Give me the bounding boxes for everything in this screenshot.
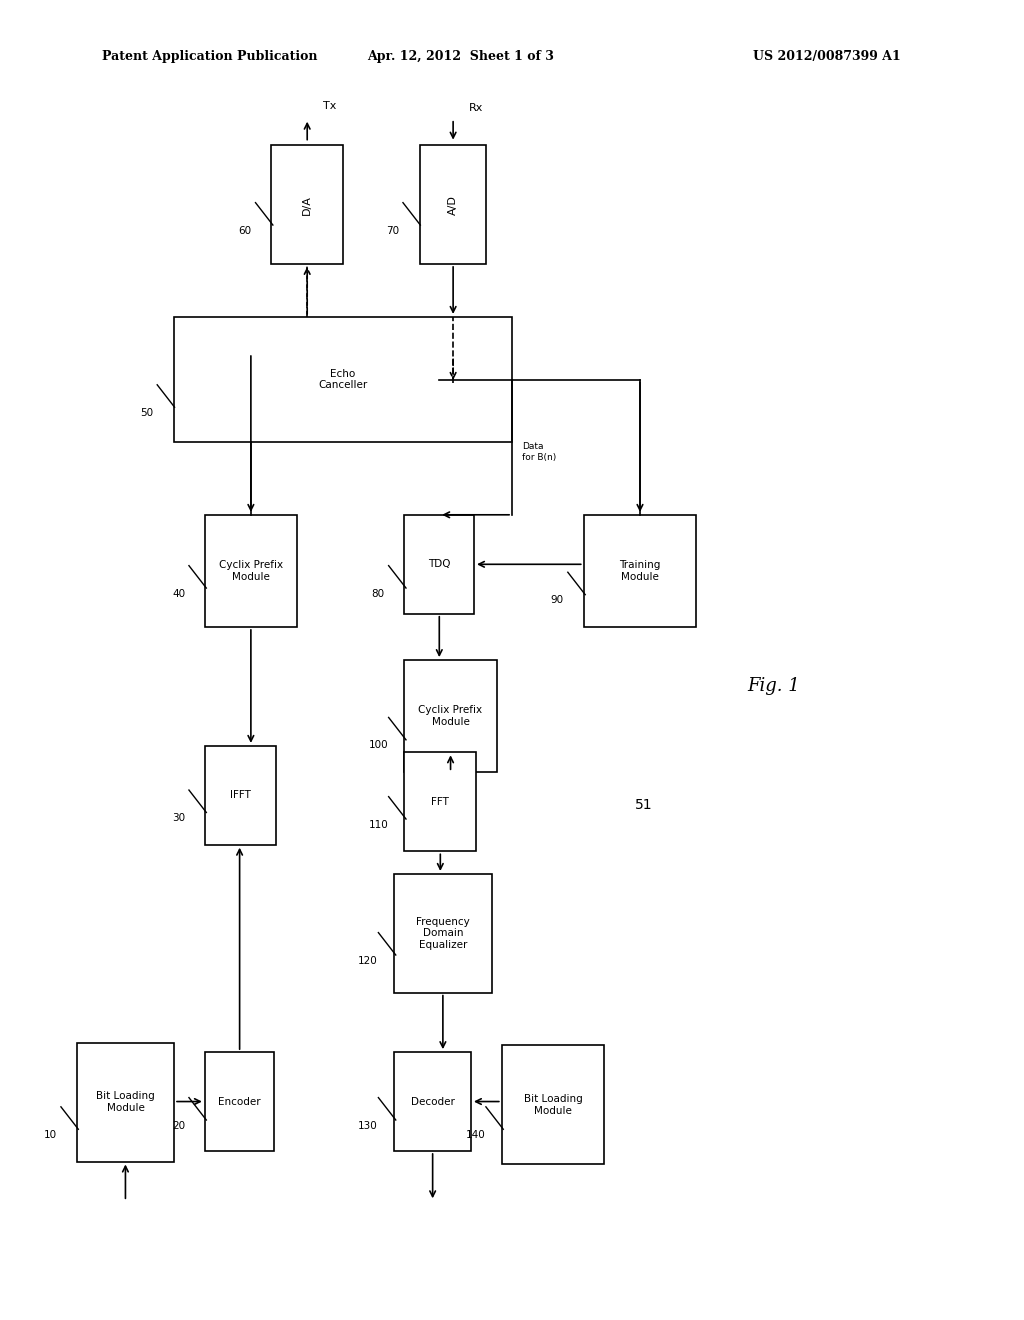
- FancyBboxPatch shape: [420, 145, 486, 264]
- Text: 51: 51: [635, 799, 652, 812]
- Text: 50: 50: [140, 408, 154, 418]
- Text: Training
Module: Training Module: [620, 560, 660, 582]
- Text: Encoder: Encoder: [218, 1097, 261, 1106]
- Text: 20: 20: [172, 1121, 185, 1131]
- FancyBboxPatch shape: [404, 515, 474, 614]
- FancyBboxPatch shape: [394, 874, 492, 993]
- Text: Cyclix Prefix
Module: Cyclix Prefix Module: [219, 560, 283, 582]
- Text: FFT: FFT: [431, 797, 450, 807]
- Text: 130: 130: [358, 1121, 378, 1131]
- FancyBboxPatch shape: [404, 660, 497, 772]
- Text: Fig. 1: Fig. 1: [748, 677, 801, 696]
- FancyBboxPatch shape: [502, 1045, 604, 1164]
- Text: Rx: Rx: [469, 103, 483, 114]
- Text: D/A: D/A: [302, 194, 312, 215]
- Text: Data
for B(n): Data for B(n): [522, 442, 556, 462]
- Text: Decoder: Decoder: [411, 1097, 455, 1106]
- FancyBboxPatch shape: [394, 1052, 471, 1151]
- Text: US 2012/0087399 A1: US 2012/0087399 A1: [754, 50, 901, 63]
- Text: Bit Loading
Module: Bit Loading Module: [96, 1092, 155, 1113]
- Text: 110: 110: [369, 820, 388, 830]
- Text: 60: 60: [239, 226, 252, 236]
- Text: Tx: Tx: [323, 100, 336, 111]
- FancyBboxPatch shape: [271, 145, 343, 264]
- Text: Bit Loading
Module: Bit Loading Module: [523, 1094, 583, 1115]
- Text: 30: 30: [172, 813, 185, 824]
- Text: 10: 10: [44, 1130, 57, 1140]
- Text: 90: 90: [551, 595, 564, 606]
- FancyBboxPatch shape: [205, 515, 297, 627]
- Text: 120: 120: [358, 956, 378, 966]
- FancyBboxPatch shape: [205, 1052, 274, 1151]
- Text: Patent Application Publication: Patent Application Publication: [102, 50, 317, 63]
- Text: TDQ: TDQ: [428, 560, 451, 569]
- Text: 100: 100: [369, 741, 388, 751]
- Text: IFFT: IFFT: [230, 791, 251, 800]
- FancyBboxPatch shape: [174, 317, 512, 442]
- Text: A/D: A/D: [449, 194, 458, 215]
- FancyBboxPatch shape: [77, 1043, 174, 1162]
- Text: Echo
Canceller: Echo Canceller: [318, 368, 368, 391]
- FancyBboxPatch shape: [584, 515, 696, 627]
- Text: 40: 40: [172, 589, 185, 599]
- Text: 70: 70: [386, 226, 399, 236]
- Text: Frequency
Domain
Equalizer: Frequency Domain Equalizer: [416, 916, 470, 950]
- Text: Cyclix Prefix
Module: Cyclix Prefix Module: [419, 705, 482, 727]
- Text: Apr. 12, 2012  Sheet 1 of 3: Apr. 12, 2012 Sheet 1 of 3: [368, 50, 554, 63]
- Text: 80: 80: [372, 589, 385, 599]
- Text: 140: 140: [466, 1130, 485, 1140]
- FancyBboxPatch shape: [205, 746, 276, 845]
- FancyBboxPatch shape: [404, 752, 476, 851]
